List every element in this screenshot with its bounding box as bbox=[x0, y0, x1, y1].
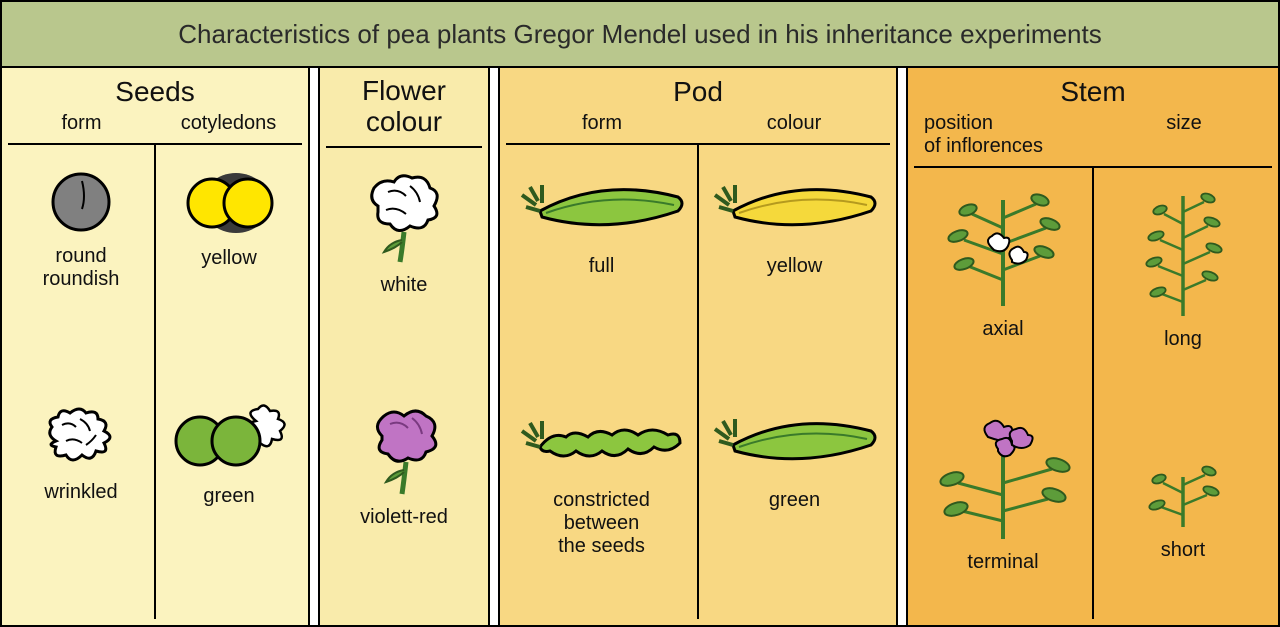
diagram-frame: Characteristics of pea plants Gregor Men… bbox=[0, 0, 1280, 627]
gap-1 bbox=[310, 68, 320, 625]
stem-axial-cell: axial bbox=[914, 174, 1092, 397]
gap-3 bbox=[898, 68, 908, 625]
cot-yellow-icon bbox=[174, 167, 284, 239]
stem-short-cell: short bbox=[1094, 405, 1272, 620]
pod-full-icon bbox=[512, 167, 692, 247]
panel-flower-title: Flower colour bbox=[326, 76, 482, 138]
panel-pod-title: Pod bbox=[506, 76, 890, 108]
panel-stem-subheads: positionof inflorences size bbox=[914, 110, 1272, 160]
pod-cols: full constrictedbetweenthe seeds bbox=[506, 143, 890, 619]
pod-full-cell: full bbox=[506, 151, 697, 385]
panel-seeds-subheads: form cotyledons bbox=[8, 110, 302, 137]
panel-pod-subheads: form colour bbox=[506, 110, 890, 137]
pod-green-icon bbox=[705, 401, 885, 481]
panels-row: Seeds form cotyledons roundroundish bbox=[2, 68, 1278, 625]
pod-yellow-cell: yellow bbox=[699, 151, 890, 385]
pod-green-label: green bbox=[769, 489, 820, 512]
pod-green-cell: green bbox=[699, 385, 890, 619]
stem-sub-size: size bbox=[1096, 110, 1272, 160]
flower-white-cell: white bbox=[326, 154, 482, 387]
panel-seeds-title: Seeds bbox=[8, 76, 302, 108]
stem-axial-label: axial bbox=[982, 318, 1023, 341]
flower-col: white violett-red bbox=[326, 146, 482, 619]
seed-wrinkled-cell: wrinkled bbox=[8, 385, 154, 619]
stem-cols: axial bbox=[914, 166, 1272, 619]
stem-long-cell: long bbox=[1094, 174, 1272, 405]
seed-wrinkled-icon bbox=[36, 401, 126, 473]
panel-stem: Stem positionof inflorences size bbox=[908, 68, 1278, 625]
panel-stem-title: Stem bbox=[914, 76, 1272, 108]
cot-yellow-label: yellow bbox=[201, 247, 257, 270]
flower-violet-icon bbox=[354, 402, 454, 498]
flower-white-label: white bbox=[381, 274, 428, 297]
stem-col-size: long bbox=[1094, 166, 1272, 619]
pod-sub-form: form bbox=[506, 110, 698, 137]
pod-full-label: full bbox=[589, 255, 615, 278]
stem-terminal-icon bbox=[928, 413, 1078, 543]
pod-yellow-label: yellow bbox=[767, 255, 823, 278]
stem-axial-icon bbox=[928, 190, 1078, 310]
flower-violet-cell: violett-red bbox=[326, 386, 482, 619]
stem-terminal-label: terminal bbox=[967, 551, 1038, 574]
seed-round-icon bbox=[46, 167, 116, 237]
seed-round-label: roundroundish bbox=[43, 245, 120, 291]
cot-green-cell: green bbox=[156, 385, 302, 619]
pod-col-form: full constrictedbetweenthe seeds bbox=[506, 143, 697, 619]
flower-cols: white violett-red bbox=[326, 146, 482, 619]
panel-pod: Pod form colour full bbox=[500, 68, 898, 625]
pod-sub-colour: colour bbox=[698, 110, 890, 137]
gap-2 bbox=[490, 68, 500, 625]
stem-col-position: axial bbox=[914, 166, 1092, 619]
cot-green-icon bbox=[164, 401, 294, 477]
stem-long-label: long bbox=[1164, 328, 1202, 351]
stem-long-icon bbox=[1128, 190, 1238, 320]
seeds-col-form: roundroundish wrinkled bbox=[8, 143, 154, 619]
panel-seeds: Seeds form cotyledons roundroundish bbox=[2, 68, 310, 625]
seeds-sub-form: form bbox=[8, 110, 155, 137]
stem-short-icon bbox=[1133, 461, 1233, 531]
stem-terminal-cell: terminal bbox=[914, 397, 1092, 620]
panel-flower: Flower colour white bbox=[320, 68, 490, 625]
flower-violet-label: violett-red bbox=[360, 506, 448, 529]
pod-yellow-icon bbox=[705, 167, 885, 247]
seed-wrinkled-label: wrinkled bbox=[44, 481, 117, 504]
title-bar: Characteristics of pea plants Gregor Men… bbox=[2, 2, 1278, 68]
stem-short-label: short bbox=[1161, 539, 1205, 562]
seeds-sub-cotyledons: cotyledons bbox=[155, 110, 302, 137]
pod-constricted-label: constrictedbetweenthe seeds bbox=[553, 489, 650, 558]
seed-round-cell: roundroundish bbox=[8, 151, 154, 385]
pod-constricted-cell: constrictedbetweenthe seeds bbox=[506, 385, 697, 619]
seeds-col-cotyledons: yellow green bbox=[156, 143, 302, 619]
cot-yellow-cell: yellow bbox=[156, 151, 302, 385]
flower-white-icon bbox=[354, 170, 454, 266]
pod-constricted-icon bbox=[512, 401, 692, 481]
cot-green-label: green bbox=[203, 485, 254, 508]
pod-col-colour: yellow green bbox=[699, 143, 890, 619]
diagram-title: Characteristics of pea plants Gregor Men… bbox=[178, 19, 1101, 50]
stem-sub-position: positionof inflorences bbox=[914, 110, 1096, 160]
seeds-cols: roundroundish wrinkled bbox=[8, 143, 302, 619]
